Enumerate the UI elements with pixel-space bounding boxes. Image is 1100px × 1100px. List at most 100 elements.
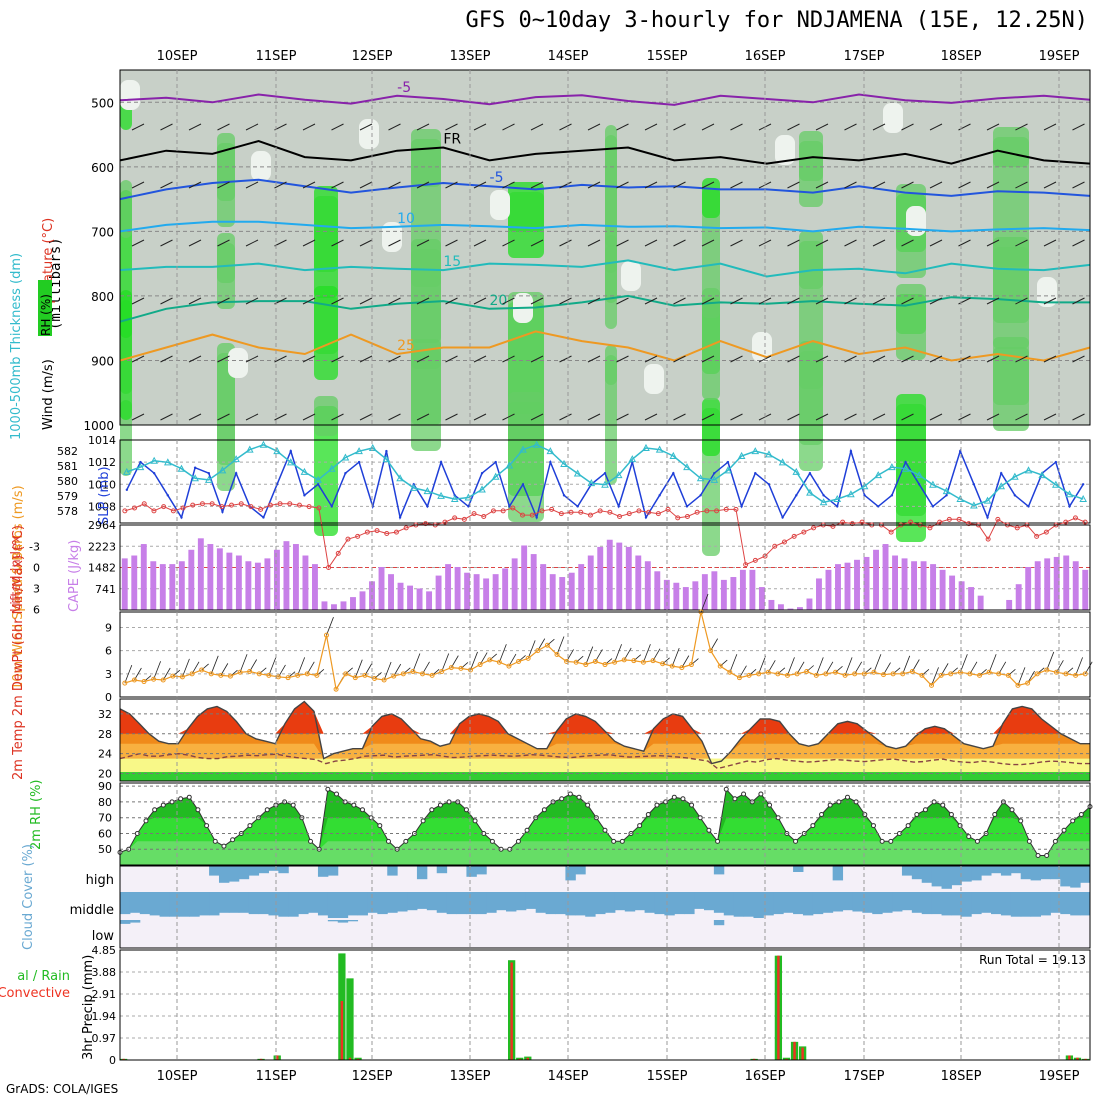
slp-marker (754, 472, 757, 475)
cloud-cell-high (971, 866, 982, 881)
cloud-cell-low (120, 920, 131, 924)
cloud-cell-high (565, 866, 576, 881)
lifted-index-marker (733, 506, 739, 512)
cape-tick-label: 2223 (88, 540, 116, 553)
lifted-index-marker (258, 506, 264, 512)
cape-bar (416, 588, 423, 610)
wind-barb (1015, 181, 1028, 189)
cape-bar (806, 598, 813, 610)
lifted-index-marker (791, 533, 797, 539)
slp-marker (480, 472, 484, 475)
wind-speed-marker (832, 669, 838, 675)
wind-barb (872, 413, 886, 421)
wind-barb (359, 413, 373, 421)
wind-speed-marker (468, 667, 474, 673)
rh-marker (732, 796, 738, 802)
cloud-cell-high (981, 866, 992, 876)
thickness-marker (765, 450, 773, 458)
cape-bar (150, 561, 157, 610)
thickness-marker (970, 501, 978, 509)
rh-cell (120, 180, 132, 238)
wind-speed-marker (708, 648, 714, 654)
wind-speed-marker (516, 658, 522, 664)
cloud-cell-high (921, 866, 933, 883)
wind-speed-marker (592, 658, 598, 664)
convective-bar (348, 1057, 352, 1060)
slp-marker (357, 460, 361, 464)
wind-speed-marker (323, 632, 329, 638)
wind-barb-10m (498, 644, 507, 663)
wind-barb (872, 123, 886, 131)
wind-barb-10m (614, 644, 622, 663)
contour-label: FR (443, 131, 461, 147)
wind-barb (131, 355, 145, 363)
wind-barb (217, 239, 230, 247)
wind-tick-label: 3 (105, 668, 112, 681)
thickness-marker (245, 445, 254, 453)
wind-barb-10m (441, 653, 450, 672)
cloud-cell-middle (120, 892, 131, 915)
cloud-cell-middle (991, 892, 1002, 915)
cape-bar (254, 562, 261, 610)
cape-bar (502, 568, 509, 610)
date-label-top: 14SEP (548, 49, 589, 64)
rh-legend: RH (%) (39, 294, 53, 336)
slp-marker (316, 483, 320, 486)
slp-marker (740, 505, 743, 508)
date-label-bottom: 14SEP (548, 1069, 589, 1084)
wind-barb (644, 123, 658, 131)
lifted-index-marker (423, 521, 429, 527)
wind-barb (929, 123, 943, 131)
wind-barb (502, 413, 515, 421)
thickness-marker (655, 445, 664, 453)
lifted-index-marker (345, 536, 351, 542)
lifted-index-marker (723, 506, 729, 512)
rh-marker (888, 838, 894, 844)
contour-line (119, 178, 1091, 201)
thickness-marker (874, 471, 883, 479)
wind-speed-marker (650, 658, 656, 664)
lifted-index-marker (1014, 525, 1020, 531)
slp-marker (918, 483, 921, 486)
slp-marker (166, 494, 170, 497)
rh-marker (576, 794, 582, 800)
slp-marker (385, 449, 388, 453)
lifted-index-marker (714, 508, 720, 514)
rh-marker (351, 802, 357, 808)
rh-marker (1009, 807, 1015, 813)
cloud-cell-high (258, 866, 269, 874)
wind-speed-marker (1082, 671, 1088, 677)
slp-marker (535, 516, 538, 519)
wind-barb (188, 413, 202, 421)
lifted-index-marker (374, 528, 380, 534)
rh-marker (905, 823, 911, 829)
wind-barb (986, 297, 1000, 305)
thickness-marker (915, 471, 924, 479)
cape-bar (977, 595, 984, 610)
wind-speed-marker (151, 676, 157, 682)
wind-barb (445, 123, 458, 131)
cloud-axis-label: Cloud Cover (%) (21, 844, 36, 950)
thickness-marker (696, 474, 705, 482)
wind-barb (787, 355, 800, 363)
wind-barb (188, 297, 202, 305)
lifted-index-marker (549, 506, 555, 512)
lifted-index-marker (151, 508, 157, 514)
cloud-cell-high (436, 866, 448, 874)
wind-barb-10m (258, 667, 267, 675)
wind-speed-marker (304, 671, 310, 677)
lifted-index-marker (908, 519, 914, 525)
rh-marker (463, 807, 469, 813)
wind-barb (473, 123, 487, 131)
wind-barb (929, 413, 943, 421)
thickness-marker (587, 479, 596, 487)
cloud-cell-middle (703, 892, 715, 911)
wind-frame (119, 611, 1091, 698)
thickness-marker (218, 466, 227, 474)
wind-speed-marker (458, 665, 464, 671)
rh-cell (799, 131, 823, 207)
lifted-index-marker (1063, 519, 1069, 525)
cloud-cell-middle (802, 892, 814, 916)
wind-speed-marker (362, 672, 368, 678)
cape-bar (302, 555, 309, 610)
